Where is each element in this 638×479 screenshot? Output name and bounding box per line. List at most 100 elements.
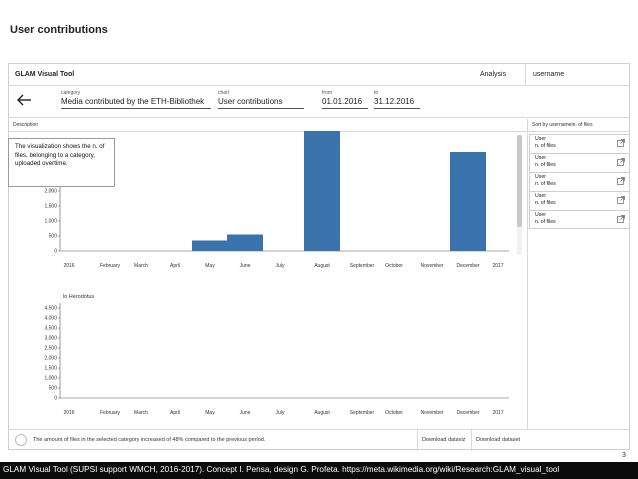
y-tick-label: 1,500 [44, 204, 57, 210]
from-label: from [322, 90, 332, 96]
external-link-icon[interactable] [617, 215, 625, 223]
glam-app-window: GLAM Visual Tool Analysis username categ… [8, 63, 630, 451]
y-tick-label: 0 [54, 396, 57, 402]
download-dataset-button[interactable]: Download dataset [471, 430, 524, 451]
filter-bar: category Media contributed by the ETH-Bi… [9, 86, 629, 118]
y-tick-label: 2,000 [44, 189, 57, 195]
x-tick-label: December [456, 263, 479, 269]
nav-analysis-link[interactable]: Analysis [480, 71, 507, 78]
description-tooltip: The visualization shows the n. of files,… [8, 138, 115, 187]
x-tick-label: September [350, 410, 375, 416]
user-name: User [535, 136, 546, 142]
chart-lo-herodotus: lo Herodotus 0 500 1,000 1,500 2,000 2,500 3,00… [44, 294, 509, 416]
x-tick-label: November [420, 263, 443, 269]
slide-caption: GLAM Visual Tool (SUPSI support WMCH, 20… [0, 462, 638, 479]
nav-username-link[interactable]: username [533, 71, 565, 78]
slide-title: User contributions [10, 24, 108, 36]
to-date-input[interactable]: 31.12.2016 [374, 96, 420, 109]
x-tick-label: 2017 [492, 410, 503, 416]
x-tick-label: August [314, 410, 330, 416]
sort-label[interactable]: Sort by usernamein. of files [532, 122, 593, 128]
user-name: User [535, 193, 546, 199]
x-tick-label: March [134, 410, 148, 416]
user-files: n. of files [535, 200, 556, 206]
x-tick-label: September [350, 263, 375, 269]
chart-bar[interactable] [450, 152, 486, 251]
x-tick-label: April [170, 410, 180, 416]
x-tick-label: October [385, 410, 403, 416]
x-tick-label: May [205, 263, 215, 269]
top-bar: GLAM Visual Tool Analysis username [9, 64, 629, 86]
category-field[interactable]: category Media contributed by the ETH-Bi… [61, 90, 211, 109]
external-link-icon[interactable] [617, 139, 625, 147]
y-tick-label: 2,000 [44, 356, 57, 362]
y-tick-label: 500 [49, 386, 58, 392]
y-tick-label: 0 [54, 249, 57, 255]
y-tick-label: 3,000 [44, 336, 57, 342]
chart-bar[interactable] [304, 131, 340, 251]
chart-select[interactable]: User contributions [218, 96, 304, 109]
y-tick-label: 500 [49, 234, 58, 240]
user-files: n. of files [535, 219, 556, 225]
external-link-icon[interactable] [617, 177, 625, 185]
external-link-icon[interactable] [617, 158, 625, 166]
user-list-item[interactable]: User n. of files [529, 134, 630, 153]
category-label: category [61, 90, 81, 96]
x-tick-label: 2017 [492, 263, 503, 269]
chart-field[interactable]: chart User contributions [218, 90, 304, 109]
arrow-left-icon[interactable] [15, 92, 33, 108]
y-tick-label: 2,500 [44, 346, 57, 352]
user-files: n. of files [535, 181, 556, 187]
x-tick-label: August [314, 263, 330, 269]
app-title: GLAM Visual Tool [15, 71, 75, 78]
user-list-item[interactable]: User n. of files [529, 191, 630, 210]
y-tick-label: 4,500 [44, 306, 57, 312]
x-tick-label: July [276, 263, 285, 269]
chart-bar[interactable] [227, 234, 263, 252]
x-tick-label: 2016 [63, 410, 74, 416]
x-tick-label: June [240, 263, 251, 269]
user-name: User [535, 174, 546, 180]
chart-bar[interactable] [192, 240, 228, 252]
user-list-item[interactable]: User n. of files [529, 153, 630, 172]
page-number: 3 [622, 452, 626, 459]
y-tick-label: 1,500 [44, 366, 57, 372]
description-label[interactable]: Description [13, 122, 39, 128]
user-files: n. of files [535, 143, 556, 149]
y-tick-label: 1,000 [44, 219, 57, 225]
topbar-divider [525, 64, 526, 86]
description-divider [527, 119, 528, 132]
chart-title: lo Herodotus [63, 294, 94, 300]
x-tick-label: December [456, 410, 479, 416]
x-tick-label: 2016 [63, 263, 74, 269]
download-dataviz-button[interactable]: Download dataviz [417, 430, 469, 451]
x-tick-label: April [170, 263, 180, 269]
x-tick-label: October [385, 263, 403, 269]
to-label: to [374, 90, 379, 96]
user-list-item[interactable]: User n. of files [529, 210, 630, 229]
external-link-icon[interactable] [617, 196, 625, 204]
y-tick-label: 3,500 [44, 326, 57, 332]
y-tick-label: 1,000 [44, 376, 57, 382]
user-name: User [535, 212, 546, 218]
x-tick-label: February [100, 410, 121, 416]
x-tick-label: July [276, 410, 285, 416]
user-list: User n. of files User n. of files User n… [529, 134, 630, 229]
user-name: User [535, 155, 546, 161]
x-tick-label: March [134, 263, 148, 269]
from-date-input[interactable]: 01.01.2016 [322, 96, 368, 109]
from-date-field[interactable]: from 01.01.2016 [322, 90, 368, 109]
x-tick-label: June [240, 410, 251, 416]
sidebar-scrollbar-thumb[interactable] [517, 135, 522, 227]
sidebar-divider [527, 132, 528, 429]
user-list-item[interactable]: User n. of files [529, 172, 630, 191]
x-tick-label: February [100, 263, 121, 269]
category-select[interactable]: Media contributed by the ETH-Bibliothek [61, 96, 211, 109]
user-files: n. of files [535, 162, 556, 168]
footer-bar: The amount of files in the selected cate… [9, 429, 629, 451]
chart-label: chart [218, 90, 230, 96]
x-tick-label: November [420, 410, 443, 416]
x-tick-label: May [205, 410, 215, 416]
to-date-field[interactable]: to 31.12.2016 [374, 90, 420, 109]
